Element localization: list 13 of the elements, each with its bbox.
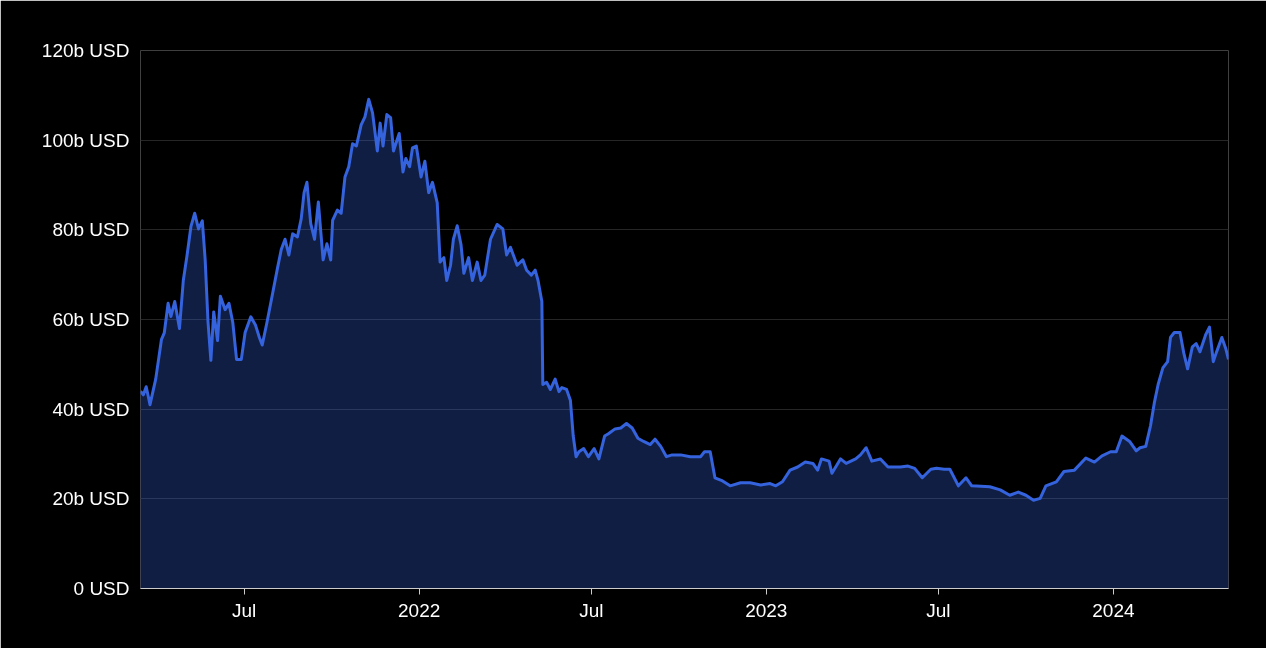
x-tick-label: 2023 <box>745 599 788 621</box>
x-tick-label: Jul <box>579 599 604 621</box>
y-tick-label: 120b USD <box>41 40 130 61</box>
y-tick-label: 100b USD <box>41 129 130 151</box>
x-tick-label: Jul <box>926 599 951 621</box>
y-tick-label: 60b USD <box>52 309 130 330</box>
x-tick-label: Jul <box>232 599 257 621</box>
y-tick-label: 20b USD <box>52 488 130 510</box>
y-tick-label: 40b USD <box>52 398 130 420</box>
x-tick-label: 2024 <box>1092 599 1135 621</box>
y-tick-label: 0 USD <box>73 578 130 599</box>
x-tick-label: 2022 <box>398 599 441 621</box>
y-tick-label: 80b USD <box>52 219 130 241</box>
